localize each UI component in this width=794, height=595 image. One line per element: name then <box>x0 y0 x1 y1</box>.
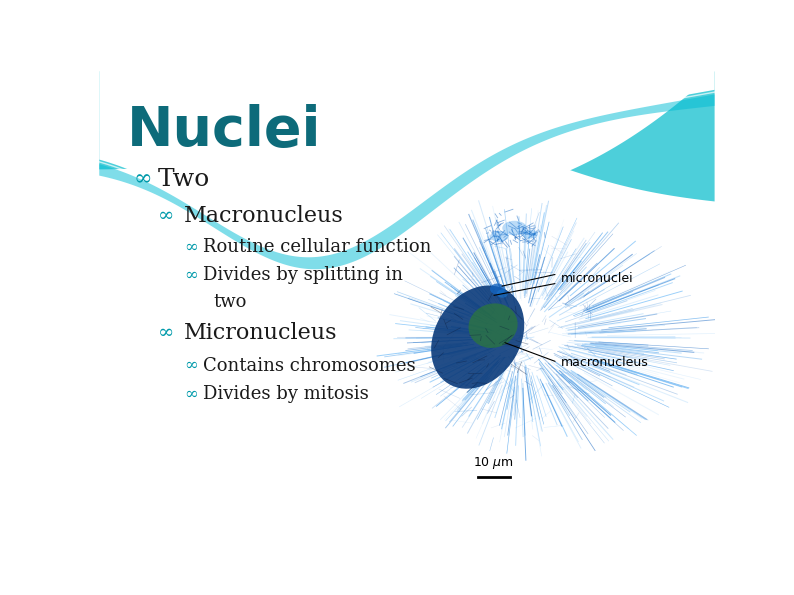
Polygon shape <box>99 95 715 270</box>
Text: ∞: ∞ <box>158 324 174 343</box>
Text: 10 $\mu$m: 10 $\mu$m <box>473 455 515 471</box>
Text: ∞: ∞ <box>184 267 198 284</box>
Text: Contains chromosomes: Contains chromosomes <box>202 356 415 374</box>
Ellipse shape <box>490 231 508 242</box>
Text: Nuclei: Nuclei <box>127 104 322 158</box>
Text: Micronucleus: Micronucleus <box>184 322 337 345</box>
Text: ∞: ∞ <box>184 386 198 403</box>
Polygon shape <box>99 71 715 202</box>
Text: Divides by mitosis: Divides by mitosis <box>202 386 368 403</box>
Ellipse shape <box>490 284 505 295</box>
Polygon shape <box>99 62 715 253</box>
Polygon shape <box>437 71 715 200</box>
Polygon shape <box>99 71 468 172</box>
Ellipse shape <box>503 221 527 236</box>
Ellipse shape <box>522 230 538 239</box>
Text: Divides by splitting in: Divides by splitting in <box>202 267 403 284</box>
Ellipse shape <box>468 303 518 348</box>
Text: ∞: ∞ <box>158 206 174 225</box>
Text: ∞: ∞ <box>184 239 198 255</box>
Text: two: two <box>213 293 246 311</box>
Ellipse shape <box>431 286 524 389</box>
Text: ∞: ∞ <box>133 168 152 190</box>
Ellipse shape <box>497 290 508 298</box>
Text: macronucleus: macronucleus <box>561 356 649 369</box>
Text: Routine cellular function: Routine cellular function <box>202 238 431 256</box>
Text: micronuclei: micronuclei <box>561 272 634 285</box>
Text: Two: Two <box>158 168 210 190</box>
Text: ∞: ∞ <box>184 357 198 374</box>
Text: Macronucleus: Macronucleus <box>184 205 344 227</box>
